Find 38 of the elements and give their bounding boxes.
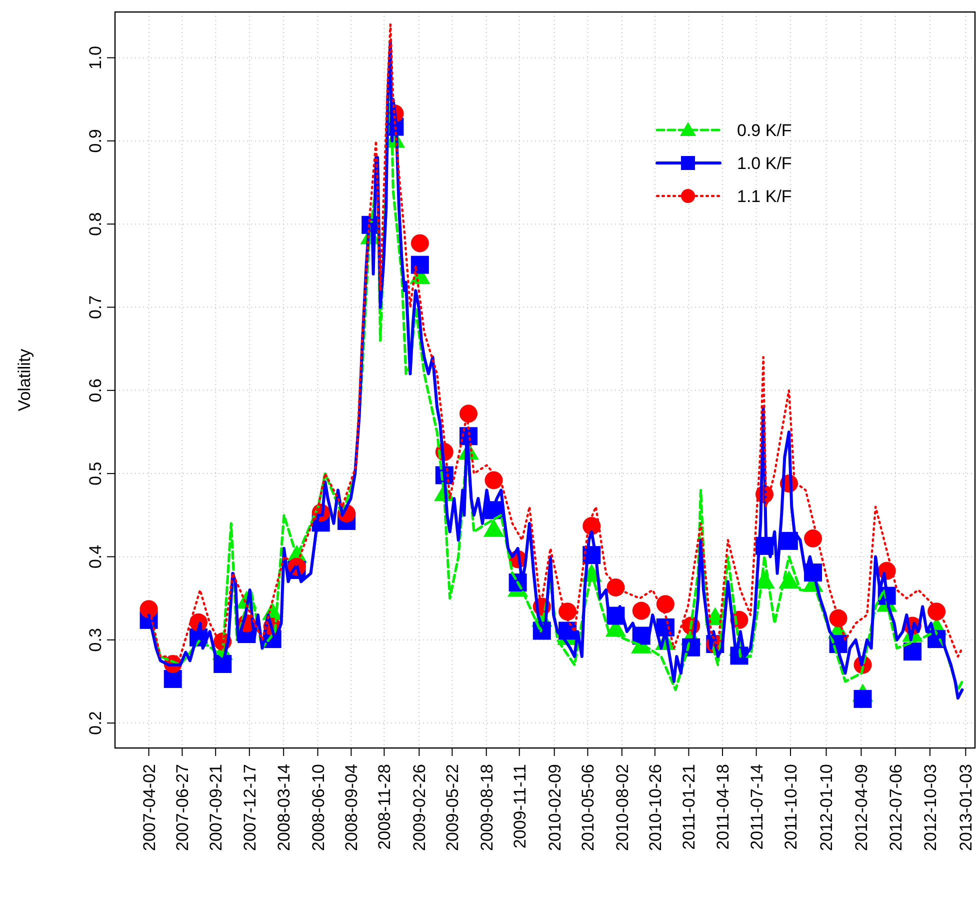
x-tick-label: 2007-06-27 [173,764,192,851]
y-tick-label: 1.0 [86,46,105,70]
x-tick-label: 2011-07-14 [747,764,766,850]
x-tick-label: 2012-04-09 [852,764,872,851]
x-tick-label: 2010-10-26 [646,764,665,851]
y-tick-label: 0.3 [86,628,105,652]
x-tick-label: 2008-11-28 [375,764,394,850]
x-tick-label: 2011-10-10 [781,764,800,850]
y-tick-label: 0.6 [86,378,105,402]
x-tick-label: 2012-07-06 [886,764,906,851]
x-tick-label: 2009-08-18 [477,764,496,851]
x-tick-label: 2011-01-21 [680,764,699,850]
x-tick-label: 2012-10-03 [920,764,940,851]
legend-label: 0.9 K/F [737,121,792,140]
y-tick-label: 0.4 [86,544,105,569]
x-tick-label: 2009-02-26 [410,764,430,851]
legend-label: 1.1 K/F [737,187,792,206]
x-tick-label: 2009-11-11 [510,764,530,848]
x-tick-label: 2007-04-02 [140,764,159,851]
x-tick-label: 2008-03-14 [274,764,294,851]
x-tick-label: 2010-05-06 [578,764,598,851]
x-tick-label: 2009-05-22 [443,764,462,851]
y-tick-label: 0.7 [86,295,105,320]
x-tick-label: 2007-09-21 [206,764,226,851]
x-tick-label: 2013-01-03 [956,764,976,851]
y-tick-label: 0.9 [86,129,105,153]
x-tick-label: 2007-12-17 [240,764,260,851]
y-tick-label: 0.2 [86,711,105,735]
y-tick-label: 0.8 [86,212,105,236]
x-tick-label: 2010-08-02 [612,764,632,851]
legend-label: 1.0 K/F [737,154,792,173]
x-tick-label: 2010-02-09 [545,764,564,851]
y-axis-title: Volatility [15,348,34,412]
x-tick-label: 2008-09-04 [342,764,362,851]
x-tick-label: 2008-06-10 [308,764,328,851]
x-tick-label: 2011-04-18 [714,764,733,850]
x-tick-label: 2012-01-10 [817,764,836,851]
y-tick-label: 0.5 [86,462,105,486]
